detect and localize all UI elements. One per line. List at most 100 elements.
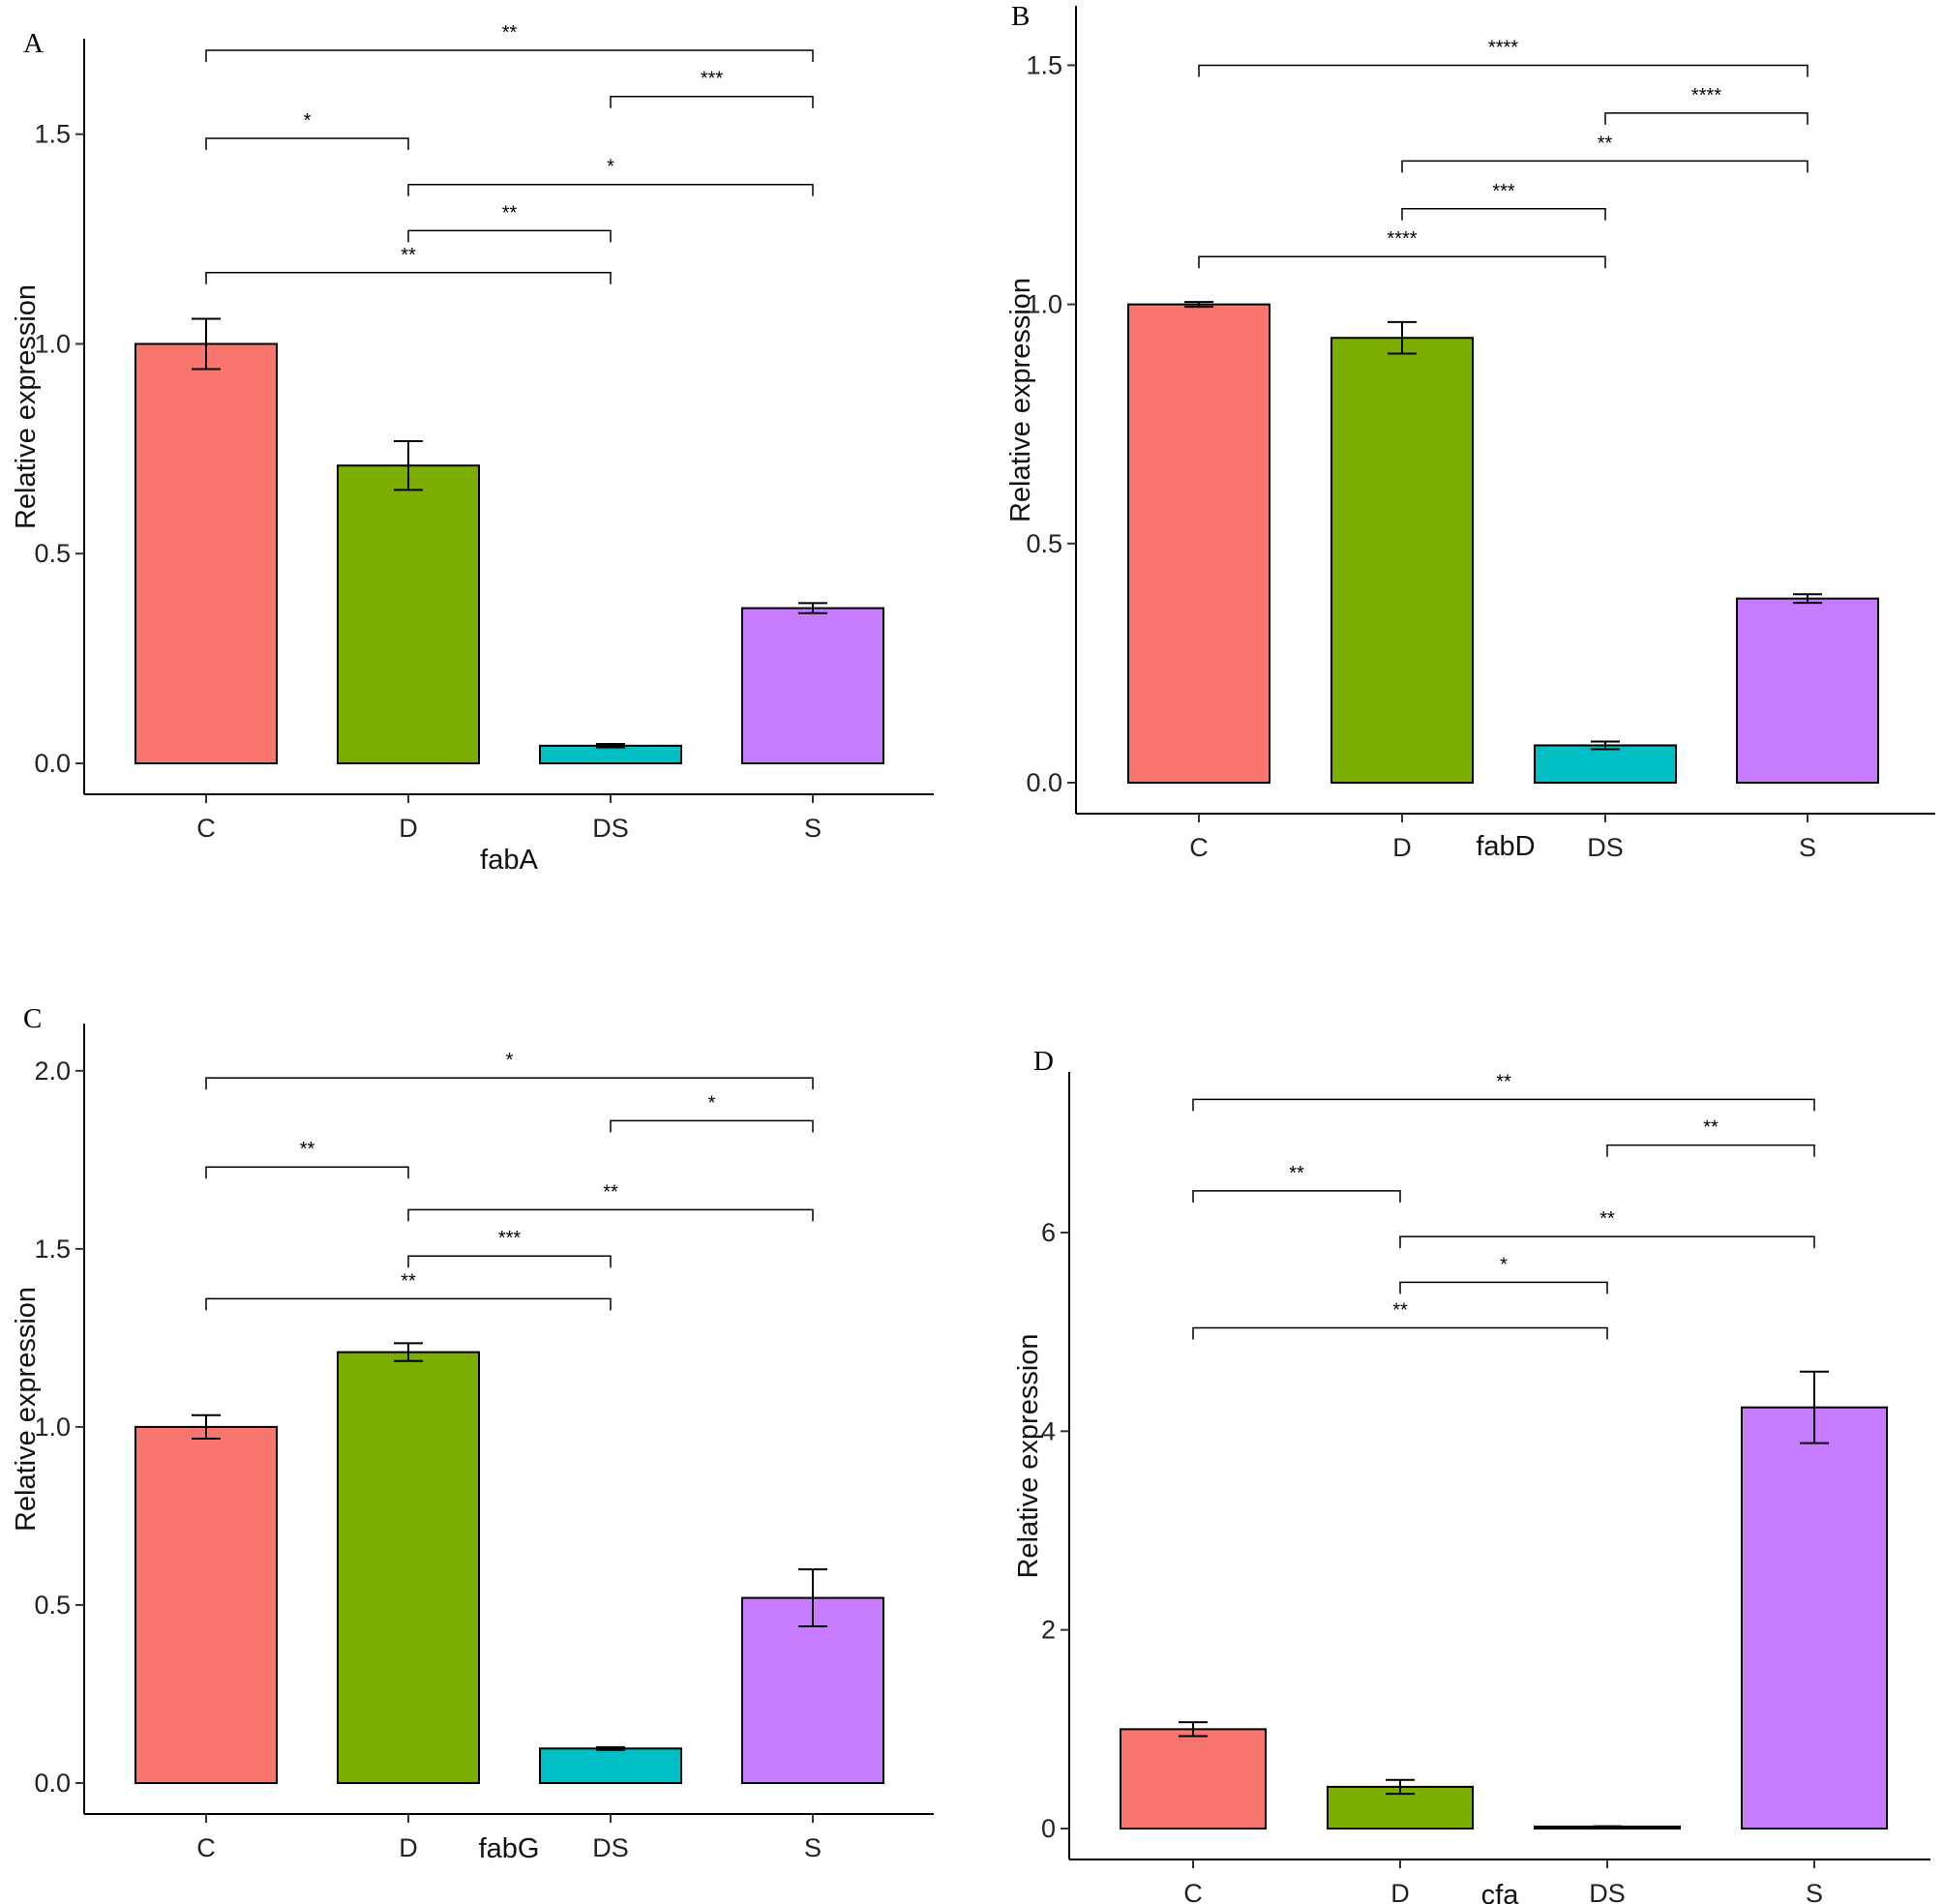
x-tick-label-d: D bbox=[399, 814, 418, 843]
significance-bracket bbox=[1399, 1235, 1815, 1249]
significance-label: ** bbox=[502, 202, 518, 223]
significance-bracket bbox=[407, 1255, 612, 1268]
bar-d bbox=[1330, 337, 1474, 784]
significance-label: * bbox=[1500, 1254, 1508, 1275]
panel-letter: B bbox=[1011, 1, 1030, 32]
y-tick-label: 1.5 bbox=[34, 1235, 71, 1264]
significance-label: ** bbox=[1599, 1208, 1615, 1230]
significance-label: ** bbox=[502, 22, 518, 44]
x-tick-label-s: S bbox=[1806, 1879, 1823, 1904]
significance-label: * bbox=[607, 157, 614, 178]
x-axis-title: fabD bbox=[1476, 831, 1535, 862]
bar-c bbox=[1120, 1728, 1267, 1830]
significance-label: ** bbox=[300, 1139, 315, 1160]
significance-bracket bbox=[610, 1119, 814, 1133]
panel-letter: A bbox=[23, 28, 44, 59]
panel-letter: C bbox=[23, 1003, 42, 1034]
y-tick-label: 2.0 bbox=[34, 1056, 71, 1086]
significance-bracket bbox=[205, 1297, 612, 1311]
y-tick-label: 0.5 bbox=[34, 1591, 71, 1620]
significance-label: ** bbox=[1598, 133, 1613, 154]
x-tick-label-c: C bbox=[1183, 1879, 1203, 1904]
significance-bracket bbox=[610, 95, 814, 108]
panel-letter: D bbox=[1033, 1046, 1054, 1077]
bar-ds bbox=[1534, 744, 1677, 784]
bar-d bbox=[337, 1351, 480, 1784]
chart-panel-b: B0.00.51.01.5C D DS S*****************fabDR… bbox=[1005, 1, 1935, 862]
bar-s bbox=[741, 607, 884, 764]
bar-s bbox=[741, 1596, 884, 1784]
x-tick-label-s: S bbox=[804, 1833, 822, 1862]
y-tick-label: 0.5 bbox=[1026, 529, 1062, 558]
bar-d bbox=[337, 464, 480, 764]
y-tick-label: 0.0 bbox=[1026, 768, 1062, 797]
bar-c bbox=[135, 342, 278, 764]
bar-c bbox=[135, 1425, 278, 1785]
y-tick-label: 4 bbox=[1041, 1416, 1056, 1445]
significance-label: ** bbox=[1289, 1163, 1304, 1184]
y-axis-title: Relative expression bbox=[11, 1287, 42, 1532]
significance-bracket bbox=[1399, 1281, 1608, 1294]
significance-bracket bbox=[1401, 160, 1808, 173]
significance-label: **** bbox=[1488, 37, 1518, 58]
y-tick-label: 2 bbox=[1041, 1616, 1056, 1645]
x-tick-label-ds: DS bbox=[1587, 833, 1624, 862]
significance-label: ** bbox=[603, 1181, 618, 1203]
x-tick-label-ds: DS bbox=[592, 1833, 629, 1862]
significance-label: * bbox=[708, 1092, 716, 1114]
x-tick-label-c: C bbox=[196, 1833, 216, 1862]
significance-label: ** bbox=[401, 245, 416, 266]
significance-bracket bbox=[1192, 1098, 1815, 1112]
y-tick-label: 0.0 bbox=[34, 749, 71, 778]
y-tick-label: 1.5 bbox=[1026, 50, 1062, 79]
significance-bracket bbox=[1606, 1144, 1815, 1157]
significance-label: *** bbox=[701, 69, 724, 90]
significance-label: **** bbox=[1387, 228, 1417, 250]
significance-bracket bbox=[205, 1166, 409, 1179]
significance-bracket bbox=[407, 229, 612, 243]
x-tick-label-d: D bbox=[1390, 1879, 1410, 1904]
significance-label: *** bbox=[498, 1228, 522, 1249]
y-axis-title: Relative expression bbox=[1005, 278, 1036, 522]
x-tick-label-s: S bbox=[804, 814, 822, 843]
significance-label: ** bbox=[1392, 1300, 1408, 1322]
x-axis-title: fabA bbox=[480, 845, 538, 876]
y-tick-label: 0.5 bbox=[34, 539, 71, 568]
significance-bracket bbox=[205, 1077, 814, 1090]
significance-label: * bbox=[304, 110, 312, 132]
x-axis-title: cfa bbox=[1481, 1880, 1520, 1904]
x-tick-label-c: C bbox=[196, 814, 216, 843]
x-tick-label-d: D bbox=[399, 1833, 418, 1862]
x-tick-label-ds: DS bbox=[1589, 1879, 1626, 1904]
significance-bracket bbox=[1192, 1326, 1608, 1340]
significance-bracket bbox=[205, 272, 612, 284]
y-tick-label: 1.5 bbox=[34, 120, 71, 149]
significance-label: ** bbox=[1496, 1071, 1511, 1092]
x-axis-title: fabG bbox=[479, 1833, 540, 1864]
significance-bracket bbox=[1198, 64, 1808, 77]
y-axis-title: Relative expression bbox=[1013, 1333, 1044, 1578]
significance-label: ** bbox=[1703, 1117, 1719, 1139]
significance-label: * bbox=[506, 1050, 514, 1071]
chart-panel-c: C0.00.51.01.52.0C D DS S***********fabGRela… bbox=[11, 1003, 934, 1864]
y-tick-label: 1.0 bbox=[34, 1413, 71, 1442]
x-tick-label-s: S bbox=[1799, 833, 1816, 862]
significance-bracket bbox=[205, 137, 409, 151]
y-tick-label: 0.0 bbox=[34, 1769, 71, 1798]
significance-bracket bbox=[1198, 255, 1606, 269]
significance-bracket bbox=[407, 1208, 814, 1222]
chart-panel-a: A0.00.51.01.5C D DS S***********fabARelativ… bbox=[11, 22, 934, 876]
y-tick-label: 1.0 bbox=[1026, 290, 1062, 319]
bar-ds bbox=[539, 1747, 682, 1785]
significance-bracket bbox=[407, 183, 814, 196]
y-tick-label: 0 bbox=[1041, 1814, 1056, 1843]
x-tick-label-ds: DS bbox=[592, 814, 629, 843]
bar-s bbox=[1736, 597, 1879, 785]
significance-label: *** bbox=[1492, 181, 1515, 202]
significance-label: **** bbox=[1691, 85, 1721, 106]
y-axis-title: Relative expression bbox=[11, 284, 42, 529]
significance-bracket bbox=[1401, 208, 1606, 221]
y-tick-label: 6 bbox=[1041, 1218, 1056, 1247]
